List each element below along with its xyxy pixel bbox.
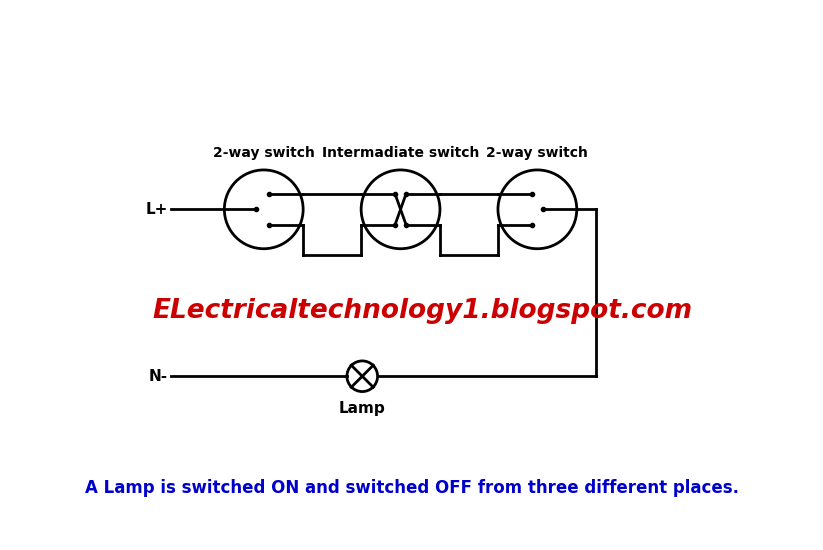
Text: N-: N- (149, 368, 168, 384)
Text: 2-way switch: 2-way switch (486, 146, 588, 160)
Text: A Lamp is switched ON and switched OFF from three different places.: A Lamp is switched ON and switched OFF f… (85, 480, 738, 497)
Text: Lamp: Lamp (339, 402, 386, 416)
Text: 2-way switch: 2-way switch (213, 146, 314, 160)
Text: L+: L+ (146, 202, 168, 217)
Text: ELectricaltechnology1.blogspot.com: ELectricaltechnology1.blogspot.com (152, 298, 692, 323)
Text: Intermadiate switch: Intermadiate switch (322, 146, 479, 160)
